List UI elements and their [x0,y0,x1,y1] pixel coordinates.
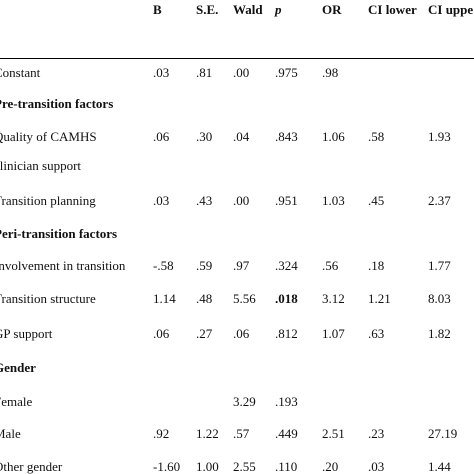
cell-se: 1.00 [196,459,219,474]
cell-or: .56 [322,258,339,273]
cell-p: .110 [275,459,298,474]
row-label: clinician support [0,158,82,173]
cell-se: .43 [196,193,213,208]
row-label: Transition structure [0,291,96,306]
cell-or: 1.07 [322,326,345,341]
section-heading: Gender [0,360,36,375]
header-or: OR [322,2,342,17]
cell-se: .59 [196,258,213,273]
cell-b: .06 [153,326,170,341]
header-rule [0,58,474,59]
row-label: Male [0,426,21,441]
cell-ci-lower: 1.21 [368,291,391,306]
cell-or: 3.12 [322,291,345,306]
cell-ci-lower: .45 [368,193,385,208]
row-label: Other gender [0,459,63,474]
cell-or: 2.51 [322,426,345,441]
cell-se: .27 [196,326,213,341]
cell-p: .324 [275,258,298,273]
cell-ci-upper: 1.77 [428,258,451,273]
cell-b: .06 [153,129,170,144]
cell-p: .812 [275,326,298,341]
section-heading: Peri-transition factors [0,226,118,241]
cell-ci-upper: 1.44 [428,459,451,474]
header-wald: Wald [233,2,263,17]
cell-wald: .00 [233,65,250,80]
cell-ci-lower: .58 [368,129,385,144]
cell-se: .81 [196,65,213,80]
cell-wald: .06 [233,326,250,341]
row-label: Quality of CAMHS [0,129,97,144]
cell-se: .30 [196,129,213,144]
cell-se: .48 [196,291,213,306]
cell-wald: .57 [233,426,250,441]
header-p: p [275,2,282,17]
row-label: Constant [0,65,41,80]
header-b: B [153,2,162,17]
section-heading: Pre-transition factors [0,96,114,111]
cell-p: .843 [275,129,298,144]
cell-b: .03 [153,65,170,80]
cell-ci-upper: 1.93 [428,129,451,144]
cell-wald: 3.29 [233,394,256,409]
cell-ci-lower: .03 [368,459,385,474]
header-se: S.E. [196,2,219,17]
cell-ci-lower: .23 [368,426,385,441]
cell-wald: .00 [233,193,250,208]
cell-p: .951 [275,193,298,208]
row-label: Transition planning [0,193,96,208]
cell-ci-upper: 8.03 [428,291,451,306]
row-label: Female [0,394,33,409]
cell-wald: .04 [233,129,250,144]
cell-p: .018 [275,291,298,306]
cell-wald: 2.55 [233,459,256,474]
cell-or: .20 [322,459,339,474]
cell-b: .03 [153,193,170,208]
cell-b: .92 [153,426,170,441]
cell-p: .449 [275,426,298,441]
cell-b: 1.14 [153,291,176,306]
cell-or: .98 [322,65,339,80]
cell-b: -1.60 [153,459,181,474]
cell-wald: 5.56 [233,291,256,306]
cell-or: 1.06 [322,129,345,144]
cell-ci-upper: 1.82 [428,326,451,341]
cell-ci-upper: 27.19 [428,426,458,441]
cell-p: .975 [275,65,298,80]
cell-wald: .97 [233,258,250,273]
cell-ci-upper: 2.37 [428,193,451,208]
row-label: GP support [0,326,53,341]
cell-ci-lower: .18 [368,258,385,273]
cell-or: 1.03 [322,193,345,208]
row-label: Involvement in transition [0,258,126,273]
cell-se: 1.22 [196,426,219,441]
header-ci-lower: CI lower [368,2,417,17]
cell-p: .193 [275,394,298,409]
cell-ci-lower: .63 [368,326,385,341]
cell-b: -.58 [153,258,174,273]
header-ci-upper: CI uppe [428,2,474,17]
